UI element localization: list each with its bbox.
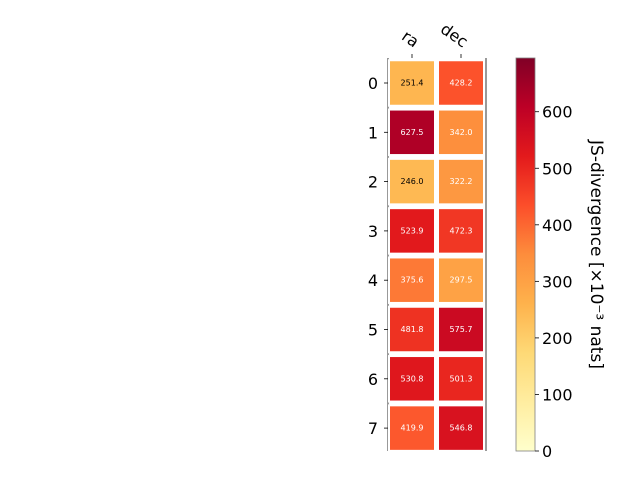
colorbar-tick-label: 400 (542, 216, 573, 235)
colorbar-tick-label: 600 (542, 103, 573, 122)
x-tick-label: dec (437, 19, 471, 51)
heatmap-cell (388, 157, 436, 206)
y-tick-label: 0 (368, 74, 378, 93)
colorbar-tick-label: 0 (542, 442, 552, 461)
cell-value-label: 523.9 (401, 226, 424, 235)
heatmap-cell (388, 108, 436, 157)
y-tick-label: 1 (368, 123, 378, 142)
heatmap-cell (437, 108, 485, 157)
heatmap-cell (437, 207, 485, 255)
cell-value-label: 419.9 (401, 424, 424, 433)
colorbar-tick-label: 300 (542, 272, 573, 291)
colorbar-tick-label: 100 (542, 385, 573, 404)
colorbar (515, 57, 536, 452)
heatmap-cell (437, 157, 485, 206)
y-tick-label: 7 (368, 419, 378, 438)
cell-value-label: 472.3 (450, 226, 473, 235)
cell-value-label: 627.5 (401, 128, 424, 137)
heatmap-cell (437, 305, 485, 354)
x-tick-label: ra (398, 26, 422, 51)
heatmap-cell (388, 305, 436, 354)
cell-value-label: 251.4 (401, 79, 424, 88)
heatmap-cell (437, 404, 485, 452)
cell-value-label: 342.0 (450, 128, 473, 137)
colorbar-label: JS-divergence [×10⁻³ nats] (586, 139, 606, 369)
cell-value-label: 530.8 (401, 374, 424, 383)
colorbar-tick-label: 200 (542, 329, 573, 348)
cell-value-label: 428.2 (450, 79, 473, 88)
heatmap-cell (388, 256, 436, 304)
cell-value-label: 501.3 (450, 374, 473, 383)
heatmap-cell (388, 59, 436, 107)
heatmap-cell (388, 404, 436, 452)
y-tick-label: 2 (368, 173, 378, 192)
heatmap-cell (437, 256, 485, 304)
cell-value-label: 481.8 (401, 325, 424, 334)
cell-value-label: 375.6 (401, 276, 424, 285)
colorbar-tick-label: 500 (542, 159, 573, 178)
y-tick-label: 4 (368, 271, 378, 290)
heatmap-cell (388, 355, 436, 403)
cell-value-label: 546.8 (450, 424, 473, 433)
y-tick-label: 6 (368, 370, 378, 389)
heatmap-cell (388, 207, 436, 255)
cell-value-label: 575.7 (450, 325, 473, 334)
cell-value-label: 246.0 (401, 177, 424, 186)
cell-value-label: 322.2 (450, 177, 473, 186)
heatmap-cell (437, 355, 485, 403)
y-tick-label: 5 (368, 321, 378, 340)
y-tick-label: 3 (368, 222, 378, 241)
heatmap-cell (437, 59, 485, 107)
cell-value-label: 297.5 (450, 276, 473, 285)
